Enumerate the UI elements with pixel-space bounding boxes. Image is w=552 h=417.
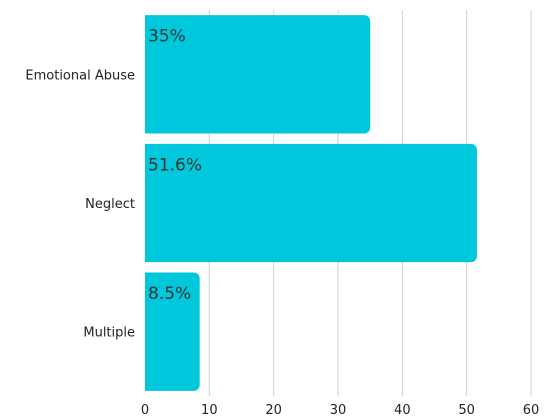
category-label: Multiple <box>83 326 135 341</box>
x-tick-label: 50 <box>458 403 475 417</box>
x-tick-label: 10 <box>201 403 218 417</box>
category-label: Emotional Abuse <box>25 68 135 83</box>
data-label: 8.5% <box>148 284 191 304</box>
bars: 35% 51.6% 8.5% <box>145 15 477 391</box>
x-tick-label: 20 <box>265 403 282 417</box>
x-tick-label: 60 <box>523 403 540 417</box>
x-tick-label: 40 <box>394 403 411 417</box>
bar <box>145 143 477 263</box>
x-axis-ticks: 0 10 20 30 40 50 60 <box>141 403 539 417</box>
bar <box>145 272 200 391</box>
data-label: 35% <box>148 27 186 47</box>
category-label: Neglect <box>85 197 135 212</box>
x-tick-label: 0 <box>141 403 149 417</box>
x-tick-label: 30 <box>330 403 347 417</box>
data-label: 51.6% <box>148 155 202 175</box>
category-labels: Emotional Abuse Neglect Multiple <box>25 68 135 340</box>
bar <box>145 15 371 134</box>
